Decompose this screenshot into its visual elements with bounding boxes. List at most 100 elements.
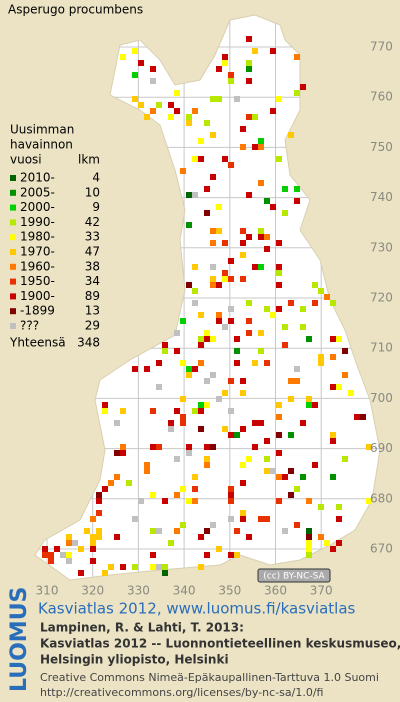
legend-swatch (10, 189, 16, 196)
occurrence-square (246, 60, 252, 66)
occurrence-square (258, 516, 264, 522)
occurrence-square (276, 474, 282, 480)
occurrence-square (294, 198, 300, 204)
occurrence-square (258, 144, 264, 150)
occurrence-square (288, 432, 294, 438)
legend-heading: Uusimman (10, 123, 74, 137)
occurrence-square (264, 360, 270, 366)
legend-label: 1990- (20, 215, 55, 229)
occurrence-square (222, 54, 228, 60)
occurrence-square (228, 306, 234, 312)
occurrence-square (156, 444, 162, 450)
occurrence-square (336, 504, 342, 510)
occurrence-square (180, 522, 186, 528)
occurrence-square (318, 360, 324, 366)
legend-count: 10 (85, 185, 100, 199)
legend-label: 2005- (20, 185, 55, 199)
occurrence-square (228, 432, 234, 438)
occurrence-square (246, 534, 252, 540)
occurrence-square (306, 396, 312, 402)
legend-swatch (10, 249, 16, 255)
occurrence-square (228, 258, 234, 264)
legend-label: -1899 (20, 304, 55, 318)
occurrence-square (198, 534, 204, 540)
occurrence-square (240, 240, 246, 246)
occurrence-square (354, 414, 360, 420)
occurrence-square (360, 414, 366, 420)
occurrence-square (144, 366, 150, 372)
occurrence-square (246, 66, 252, 72)
legend-count: 42 (85, 215, 100, 229)
occurrence-square (192, 288, 198, 294)
occurrence-square (120, 450, 126, 456)
occurrence-square (306, 528, 312, 534)
occurrence-square (186, 222, 192, 228)
occurrence-square (252, 144, 258, 150)
occurrence-square (240, 126, 246, 132)
occurrence-square (78, 570, 84, 576)
occurrence-square (288, 378, 294, 384)
legend-swatch (10, 278, 16, 285)
occurrence-square (258, 180, 264, 186)
occurrence-square (276, 270, 282, 276)
occurrence-square (216, 312, 222, 318)
occurrence-square (204, 462, 210, 468)
occurrence-square (210, 228, 216, 234)
occurrence-square (150, 492, 156, 498)
occurrence-square (42, 546, 48, 552)
occurrence-square (174, 456, 180, 462)
occurrence-square (318, 534, 324, 540)
occurrence-square (186, 366, 192, 372)
legend-label: 1960- (20, 259, 55, 273)
occurrence-square (222, 426, 228, 432)
occurrence-square (276, 96, 282, 102)
occurrence-square (198, 564, 204, 570)
occurrence-square (150, 564, 156, 570)
occurrence-square (210, 372, 216, 378)
occurrence-square (240, 390, 246, 396)
occurrence-square (222, 390, 228, 396)
occurrence-square (336, 516, 342, 522)
occurrence-square (336, 336, 342, 342)
occurrence-square (330, 354, 336, 360)
occurrence-square (264, 468, 270, 474)
occurrence-square (264, 438, 270, 444)
legend-count: 29 (85, 319, 100, 333)
occurrence-square (270, 468, 276, 474)
occurrence-square (96, 510, 102, 516)
occurrence-square (366, 498, 372, 504)
legend-label: 1970- (20, 245, 55, 259)
occurrence-square (150, 408, 156, 414)
occurrence-square (228, 516, 234, 522)
occurrence-square (198, 360, 204, 366)
occurrence-square (288, 300, 294, 306)
occurrence-square (156, 360, 162, 366)
occurrence-square (204, 552, 210, 558)
occurrence-square (258, 138, 264, 144)
legend-count: 33 (85, 230, 100, 244)
occurrence-square (306, 402, 312, 408)
occurrence-square (54, 546, 60, 552)
occurrence-square (198, 156, 204, 162)
occurrence-square (330, 384, 336, 390)
occurrence-square (102, 402, 108, 408)
occurrence-square (216, 204, 222, 210)
occurrence-square (294, 522, 300, 528)
occurrence-square (252, 420, 258, 426)
occurrence-square (276, 156, 282, 162)
occurrence-square (180, 414, 186, 420)
occurrence-square (210, 264, 216, 270)
occurrence-square (48, 558, 54, 564)
occurrence-square (330, 546, 336, 552)
occurrence-square (276, 282, 282, 288)
legend-swatch (10, 308, 16, 315)
occurrence-square (342, 372, 348, 378)
occurrence-square (234, 360, 240, 366)
occurrence-square (168, 426, 174, 432)
occurrence-square (132, 96, 138, 102)
occurrence-square (228, 552, 234, 558)
legend-count-heading: lkm (78, 153, 100, 167)
occurrence-square (282, 342, 288, 348)
legend-label: 2010- (20, 171, 55, 185)
occurrence-square (198, 138, 204, 144)
